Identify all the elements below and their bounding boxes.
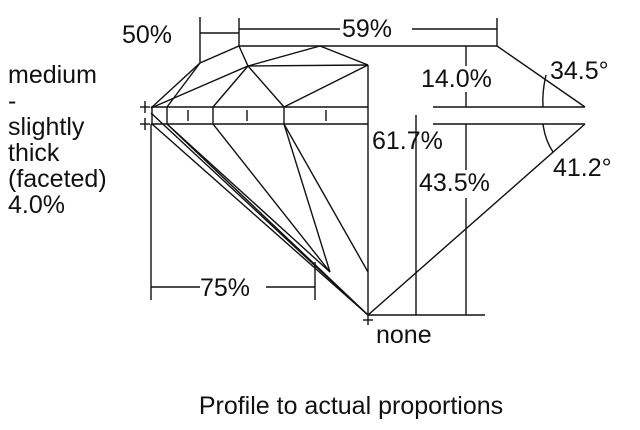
girdle-text-line: 4.0% <box>8 191 65 219</box>
lower-half-label: 75% <box>200 274 251 302</box>
pavilion-depth-label: 43.5% <box>419 169 490 197</box>
girdle-text-line: thick <box>8 139 60 167</box>
girdle-text-line: slightly <box>8 113 85 141</box>
culet-label: none <box>376 321 432 349</box>
crown-angle-label: 34.5° <box>550 57 609 85</box>
crown-outline <box>150 45 586 109</box>
girdle-label: medium - slightly thick (faceted) 4.0% <box>8 62 107 218</box>
crown-height-label: 14.0% <box>421 65 492 93</box>
pavilion-outline <box>150 112 586 316</box>
dimension-lines <box>140 17 585 325</box>
total-depth-label: 61.7% <box>372 127 443 155</box>
girdle-text-line: medium <box>8 61 97 89</box>
girdle-text-line: - <box>8 87 17 115</box>
caption: Profile to actual proportions <box>198 392 504 420</box>
pavilion-angle-label: 41.2° <box>553 154 612 182</box>
crown-50-label: 50% <box>122 21 173 49</box>
girdle-text-line: (faceted) <box>8 165 107 193</box>
table-label: 59% <box>342 15 393 43</box>
girdle <box>151 65 369 315</box>
